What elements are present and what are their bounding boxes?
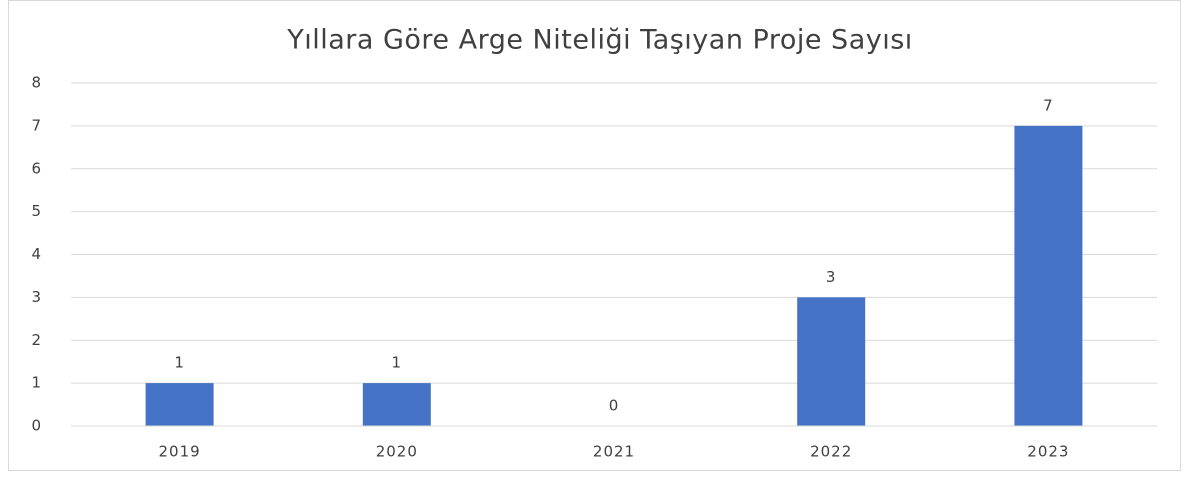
data-label: 3 [826,268,837,286]
data-label: 7 [1043,96,1054,114]
y-tick-label: 3 [31,288,42,306]
x-tick-label: 2020 [376,443,418,461]
x-tick-label: 2023 [1027,443,1069,461]
y-tick-label: 7 [31,116,42,134]
data-label: 1 [392,354,403,372]
y-tick-label: 8 [31,74,42,92]
x-tick-label: 2022 [810,443,852,461]
bar [1014,125,1083,426]
x-tick-label: 2019 [159,443,201,461]
bar [797,297,866,426]
y-tick-label: 5 [31,202,42,220]
bar [145,383,214,426]
chart-title: Yıllara Göre Arge Niteliği Taşıyan Proje… [286,25,913,56]
y-tick-label: 1 [31,374,42,392]
bar [362,383,431,426]
y-tick-label: 2 [31,331,42,349]
data-label: 0 [609,397,620,415]
y-tick-label: 0 [31,417,42,435]
y-tick-label: 4 [31,245,42,263]
data-label: 1 [174,354,185,372]
x-tick-label: 2021 [593,443,635,461]
y-tick-label: 6 [31,159,42,177]
